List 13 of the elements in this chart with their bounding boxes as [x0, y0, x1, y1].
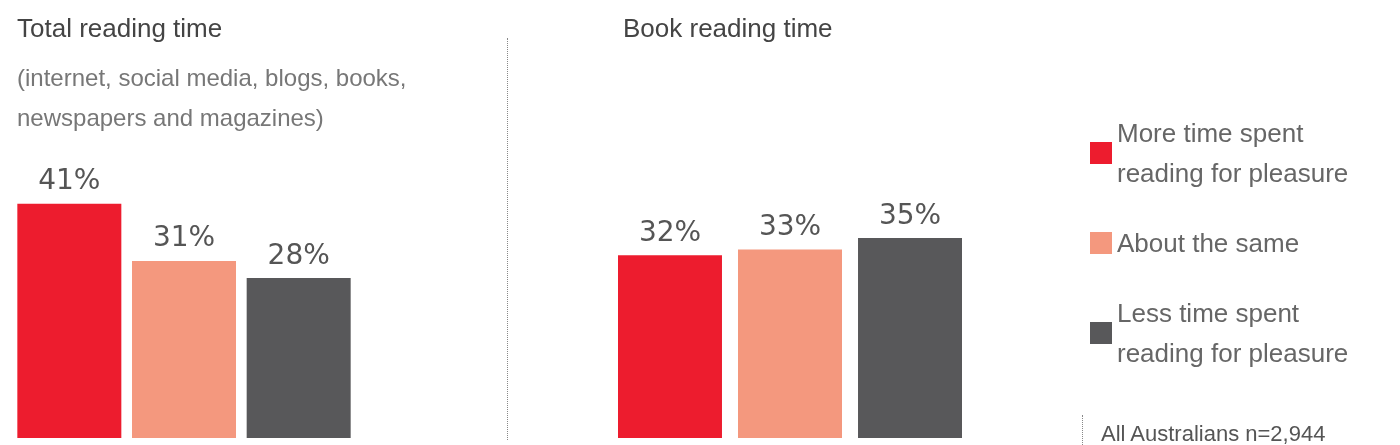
legend-label: More time spent reading for pleasure: [1117, 118, 1349, 188]
text: All Australians n=2,944: [1082, 415, 1326, 445]
data-label: 31%: [152, 220, 216, 254]
data-label: 33%: [758, 209, 822, 243]
chart-title: Total reading time: [17, 13, 223, 43]
chart-title: Book reading time: [623, 13, 833, 43]
data-label: 32%: [638, 214, 702, 248]
chart-subtitle: (internet, social media, blogs, books, newspapers and magazines): [17, 63, 414, 131]
data-label: 41%: [38, 163, 101, 197]
data-label: 35%: [878, 197, 942, 231]
legend-label: Less time spent reading for pleasure: [1117, 298, 1349, 368]
legend-label: About the same: [1117, 228, 1300, 258]
data-label: 28%: [267, 237, 330, 271]
